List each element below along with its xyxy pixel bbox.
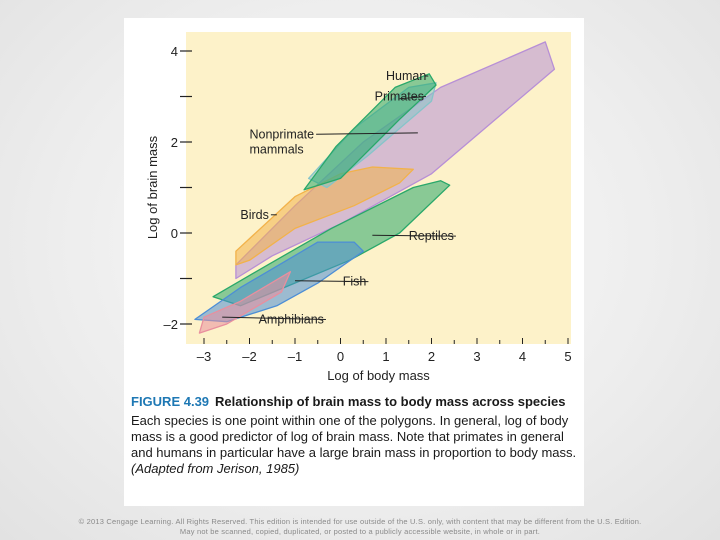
- annotation-human: Human: [386, 69, 426, 83]
- y-axis-label: Log of brain mass: [145, 135, 160, 239]
- y-tick-label: 4: [171, 44, 178, 59]
- figure-title: Relationship of brain mass to body mass …: [215, 394, 566, 409]
- leader-line-primates: [399, 96, 426, 100]
- polygon-amphibians: [198, 271, 292, 334]
- x-tick-label: 5: [564, 349, 571, 364]
- polygon-human: [303, 73, 437, 191]
- y-tick-label: –2: [164, 317, 178, 332]
- x-tick-label: 4: [519, 349, 526, 364]
- figure-number: FIGURE 4.39: [131, 394, 210, 409]
- copyright-line-2: May not be scanned, copied, duplicated, …: [179, 527, 541, 536]
- annotation-amphibians: Amphibians: [259, 312, 324, 326]
- leader-line-reptiles: [372, 234, 456, 237]
- x-tick-label: –3: [197, 349, 211, 364]
- leader-line-fish: [294, 280, 369, 283]
- leader-line-amphibians: [222, 316, 326, 320]
- x-axis-label: Log of body mass: [327, 368, 430, 383]
- x-tick-label: –1: [288, 349, 302, 364]
- annotation-mammals: mammals: [250, 143, 304, 157]
- annotation-primates: Primates: [375, 90, 424, 104]
- copyright-footer: © 2013 Cengage Learning. All Rights Rese…: [60, 517, 660, 537]
- copyright-line-1: © 2013 Cengage Learning. All Rights Rese…: [78, 517, 642, 526]
- x-tick-label: –2: [242, 349, 256, 364]
- caption-credit: (Adapted from Jerison, 1985): [131, 461, 300, 476]
- y-tick-label: 2: [171, 135, 178, 150]
- x-tick-label: 1: [382, 349, 389, 364]
- x-tick-label: 3: [473, 349, 480, 364]
- x-tick-label: 0: [337, 349, 344, 364]
- annotation-birds: Birds: [240, 208, 268, 222]
- y-tick-label: 0: [171, 226, 178, 241]
- annotation-nonprimate: Nonprimate: [250, 127, 315, 141]
- x-tick-label: 2: [428, 349, 435, 364]
- figure-caption: FIGURE 4.39 Relationship of brain mass to…: [131, 394, 581, 477]
- caption-body: Each species is one point within one of …: [131, 413, 577, 460]
- leader-line-nonprimate: [316, 132, 418, 135]
